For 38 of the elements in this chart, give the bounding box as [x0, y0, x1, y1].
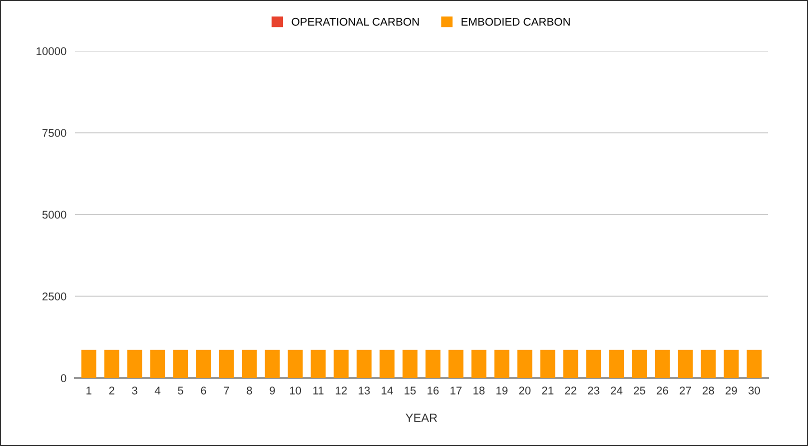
y-tick-label: 2500	[42, 292, 66, 300]
x-tick-label: 14	[382, 386, 393, 394]
x-tick-label: 22	[565, 386, 576, 394]
x-tick-label: 23	[588, 386, 600, 394]
y-tick-label: 0	[60, 374, 66, 382]
x-tick-label: 21	[542, 386, 554, 394]
x-tick-label: 25	[634, 386, 646, 394]
x-tick-label: 1	[86, 386, 92, 394]
x-tick-label: 18	[474, 386, 485, 394]
x-tick-label: 8	[246, 386, 252, 394]
x-tick-label: 27	[680, 386, 692, 394]
x-tick-label: 11	[313, 386, 324, 394]
y-tick-label: 10000	[36, 47, 66, 56]
x-axis-title: YEAR	[406, 414, 438, 422]
x-tick-label: 19	[496, 386, 508, 394]
x-tick-label: 16	[428, 386, 439, 394]
legend-label: OPERATIONAL CARBON	[292, 18, 419, 26]
x-tick-label: 17	[450, 386, 462, 394]
x-tick-label: 12	[336, 386, 347, 394]
x-tick-label: 10	[290, 386, 302, 394]
x-tick-label: 24	[610, 386, 622, 394]
x-tick-label: 7	[224, 386, 229, 394]
x-tick-label: 20	[519, 386, 531, 394]
x-tick-label: 29	[726, 386, 737, 394]
x-tick-label: 26	[656, 386, 668, 394]
x-tick-label: 13	[358, 386, 370, 394]
x-tick-label: 2	[109, 386, 114, 394]
x-tick-label: 15	[404, 386, 416, 394]
x-tick-label: 3	[132, 386, 138, 394]
x-tick-label: 9	[270, 386, 275, 394]
x-tick-label: 30	[748, 386, 760, 394]
y-tick-label: 7500	[42, 129, 66, 137]
x-tick-label: 4	[154, 386, 160, 394]
x-tick-label: 28	[702, 386, 714, 394]
legend-label: EMBODIED CARBON	[462, 18, 570, 26]
y-tick-label: 5000	[42, 210, 66, 219]
x-tick-label: 6	[200, 386, 206, 394]
x-tick-label: 5	[178, 386, 184, 394]
